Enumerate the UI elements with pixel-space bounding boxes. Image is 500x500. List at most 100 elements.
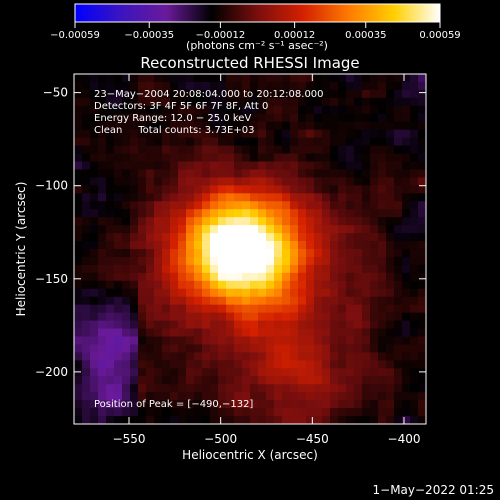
heatmap-cell: [250, 376, 259, 385]
heatmap-cell: [122, 256, 131, 266]
y-axis-label: Heliocentric Y (arcsec): [14, 182, 28, 317]
heatmap-cell: [162, 296, 171, 306]
heatmap-cell: [90, 344, 99, 353]
heatmap-cell: [74, 296, 83, 306]
heatmap-cell: [362, 137, 371, 147]
heatmap-cell: [410, 249, 419, 258]
heatmap-cell: [418, 336, 426, 346]
heatmap-cell: [370, 209, 379, 218]
heatmap-cell: [210, 264, 219, 274]
heatmap-cell: [194, 113, 203, 123]
heatmap-cell: [258, 89, 267, 99]
heatmap-cell: [162, 280, 171, 290]
heatmap-cell: [354, 344, 363, 353]
heatmap-cell: [370, 105, 379, 115]
heatmap-cell: [82, 129, 91, 139]
heatmap-cell: [306, 225, 315, 234]
heatmap-cell: [402, 74, 411, 83]
heatmap-cell: [290, 121, 299, 131]
heatmap-cell: [242, 312, 251, 322]
heatmap-cell: [186, 400, 195, 409]
heatmap-cell: [74, 344, 83, 353]
heatmap-cell: [138, 137, 147, 147]
heatmap-cell: [290, 153, 299, 163]
heatmap-cell: [258, 74, 267, 83]
heatmap-cell: [378, 376, 387, 385]
heatmap-cell: [394, 400, 403, 409]
heatmap-cell: [394, 201, 403, 210]
heatmap-cell: [202, 97, 211, 107]
heatmap-cell: [338, 296, 347, 306]
heatmap-cell: [82, 288, 91, 298]
heatmap-cell: [362, 304, 371, 314]
y-tick-label: −150: [35, 272, 68, 286]
heatmap-cell: [82, 249, 91, 258]
heatmap-cell: [90, 225, 99, 234]
heatmap-cell: [314, 89, 323, 99]
heatmap-cell: [170, 264, 179, 274]
heatmap-cell: [98, 121, 107, 131]
heatmap-cell: [394, 320, 403, 330]
heatmap-cell: [266, 368, 275, 377]
heatmap-cell: [322, 280, 331, 290]
heatmap-cell: [354, 320, 363, 330]
heatmap-cell: [146, 376, 155, 385]
heatmap-cell: [386, 296, 395, 306]
heatmap-cell: [266, 280, 275, 290]
heatmap-cell: [178, 113, 187, 123]
heatmap-cell: [242, 105, 251, 115]
heatmap-cell: [138, 185, 147, 194]
heatmap-cell: [146, 161, 155, 171]
heatmap-cell: [322, 352, 331, 361]
y-tick-label: −200: [35, 365, 68, 379]
heatmap-cell: [362, 89, 371, 99]
heatmap-cell: [74, 416, 83, 424]
heatmap-cell: [394, 241, 403, 250]
heatmap-cell: [226, 185, 235, 194]
heatmap-cell: [154, 74, 163, 83]
heatmap-cell: [138, 89, 147, 99]
heatmap-cell: [242, 368, 251, 377]
heatmap-cell: [410, 81, 419, 91]
heatmap-cell: [322, 121, 331, 131]
heatmap-cell: [370, 352, 379, 361]
heatmap-cell: [338, 113, 347, 123]
heatmap-cell: [154, 400, 163, 409]
heatmap-cell: [234, 296, 243, 306]
heatmap-cell: [202, 408, 211, 417]
heatmap-cell: [90, 177, 99, 186]
heatmap-cell: [218, 177, 227, 186]
heatmap-cell: [82, 201, 91, 210]
heatmap-cell: [114, 233, 123, 242]
heatmap-cell: [226, 105, 235, 115]
heatmap-cell: [226, 400, 235, 409]
heatmap-cell: [354, 113, 363, 123]
heatmap-cell: [210, 280, 219, 290]
heatmap-cell: [106, 416, 115, 424]
heatmap-cell: [330, 408, 339, 417]
heatmap-cell: [402, 209, 411, 218]
heatmap-cell: [186, 264, 195, 274]
heatmap-cell: [258, 384, 267, 393]
heatmap-cell: [178, 344, 187, 353]
heatmap-cell: [378, 217, 387, 226]
heatmap-cell: [218, 384, 227, 393]
heatmap-cell: [362, 360, 371, 369]
heatmap-cell: [282, 368, 291, 377]
heatmap-cell: [226, 264, 235, 274]
heatmap-cell: [186, 74, 195, 83]
heatmap-cell: [394, 177, 403, 186]
heatmap-cell: [194, 97, 203, 107]
heatmap-cell: [250, 105, 259, 115]
heatmap-cell: [266, 360, 275, 369]
heatmap-cell: [306, 272, 315, 282]
heatmap-cell: [290, 169, 299, 178]
heatmap-cell: [298, 89, 307, 99]
heatmap-cell: [394, 336, 403, 346]
heatmap-cell: [138, 320, 147, 330]
heatmap-cell: [418, 416, 426, 424]
heatmap-cell: [258, 169, 267, 178]
heatmap-cell: [210, 145, 219, 155]
x-tick-label: −550: [113, 432, 146, 446]
heatmap-cell: [218, 400, 227, 409]
